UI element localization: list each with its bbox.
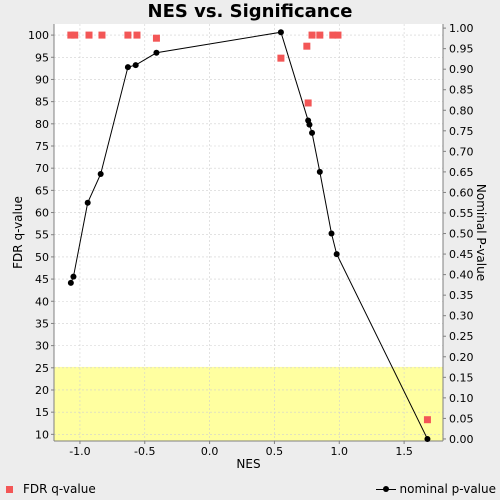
y-tick-label: 80: [35, 118, 49, 131]
y-tick-label: 70: [35, 162, 49, 175]
y-tick-label: 90: [35, 73, 49, 86]
highlight-band: [54, 366, 443, 441]
fdr-point: [71, 31, 79, 39]
y-tick-label: 15: [35, 406, 49, 419]
x-tick-label: -1.0: [69, 445, 90, 458]
y2-tick-label: 0.45: [449, 248, 474, 261]
y-tick-label: 50: [35, 251, 49, 264]
pvalue-point: [132, 62, 139, 69]
y2-tick-label: 0.80: [449, 104, 474, 117]
y-tick-label: 30: [35, 340, 49, 353]
y2-tick-label: 0.85: [449, 84, 474, 97]
pvalue-line-icon: [375, 485, 396, 493]
y-tick-label: 60: [35, 207, 49, 220]
pvalue-point: [333, 251, 340, 258]
y2-tick-label: 0.60: [449, 186, 474, 199]
pvalue-point: [84, 199, 91, 206]
x-tick-label: 0.5: [266, 445, 284, 458]
x-tick-label: 1.0: [331, 445, 349, 458]
y-tick-label: 40: [35, 295, 49, 308]
y-tick-label: 95: [35, 51, 49, 64]
chart-title: NES vs. Significance: [147, 1, 353, 22]
x-tick-label: 0.0: [201, 445, 219, 458]
y2-tick-label: 0.35: [449, 289, 474, 302]
y-tick-label: 55: [35, 229, 49, 242]
y-tick-label: 10: [35, 428, 49, 441]
legend-pvalue: nominal p-value: [375, 480, 496, 498]
pvalue-point: [328, 230, 335, 237]
pvalue-point: [70, 273, 77, 280]
fdr-point: [329, 31, 337, 39]
fdr-point: [303, 42, 311, 50]
pvalue-point: [277, 29, 284, 36]
fdr-point: [152, 34, 160, 42]
pvalue-point: [306, 121, 313, 128]
y-tick-label: 20: [35, 384, 49, 397]
y2-tick-label: 0.90: [449, 63, 474, 76]
y2-tick-label: 0.55: [449, 207, 474, 220]
y2-tick-label: 0.10: [449, 392, 474, 405]
x-axis-label: NES: [236, 457, 260, 471]
legend-fdr: FDR q-value: [6, 480, 96, 498]
y2-tick-label: 0.25: [449, 330, 474, 343]
y-tick-label: 35: [35, 317, 49, 330]
y-tick-label: 75: [35, 140, 49, 153]
pvalue-point: [424, 435, 431, 442]
fdr-point: [334, 31, 342, 39]
fdr-point: [304, 99, 312, 107]
y2-tick-label: 0.30: [449, 310, 474, 323]
y2-tick-label: 0.65: [449, 166, 474, 179]
fdr-point: [85, 31, 93, 39]
y2-tick-label: 0.75: [449, 125, 474, 138]
fdr-point: [277, 54, 285, 62]
y2-tick-label: 1.00: [449, 22, 474, 35]
y-tick-label: 85: [35, 96, 49, 109]
pvalue-point: [316, 168, 323, 175]
x-tick-label: -0.5: [134, 445, 155, 458]
pvalue-point: [153, 49, 160, 56]
y-axis-label: FDR q-value: [11, 196, 25, 269]
pvalue-point: [309, 129, 316, 136]
y2-tick-label: 0.15: [449, 371, 474, 384]
fdr-point: [98, 31, 106, 39]
fdr-point: [124, 31, 132, 39]
pvalue-point: [97, 170, 104, 177]
pvalue-point: [124, 64, 131, 71]
fdr-marker-icon: [6, 485, 13, 493]
fdr-point: [423, 416, 431, 424]
y-tick-label: 25: [35, 362, 49, 375]
y2-tick-label: 0.70: [449, 145, 474, 158]
y-tick-label: 65: [35, 184, 49, 197]
legend-fdr-label: FDR q-value: [23, 482, 96, 496]
y-tick-label: 45: [35, 273, 49, 286]
pvalue-point: [67, 279, 74, 286]
fdr-point: [308, 31, 316, 39]
fdr-point: [67, 31, 75, 39]
x-tick-label: 1.5: [395, 445, 413, 458]
legend-pvalue-label: nominal p-value: [399, 482, 496, 496]
y-tick-label: 100: [28, 29, 49, 42]
y2-tick-label: 0.50: [449, 228, 474, 241]
y2-tick-label: 0.00: [449, 433, 474, 446]
y2-tick-label: 0.05: [449, 412, 474, 425]
y2-tick-label: 0.95: [449, 43, 474, 56]
y2-tick-label: 0.20: [449, 351, 474, 364]
fdr-point: [133, 31, 141, 39]
y2-tick-label: 0.40: [449, 269, 474, 282]
fdr-point: [316, 31, 324, 39]
y2-axis-label: Nominal P-value: [474, 184, 488, 281]
